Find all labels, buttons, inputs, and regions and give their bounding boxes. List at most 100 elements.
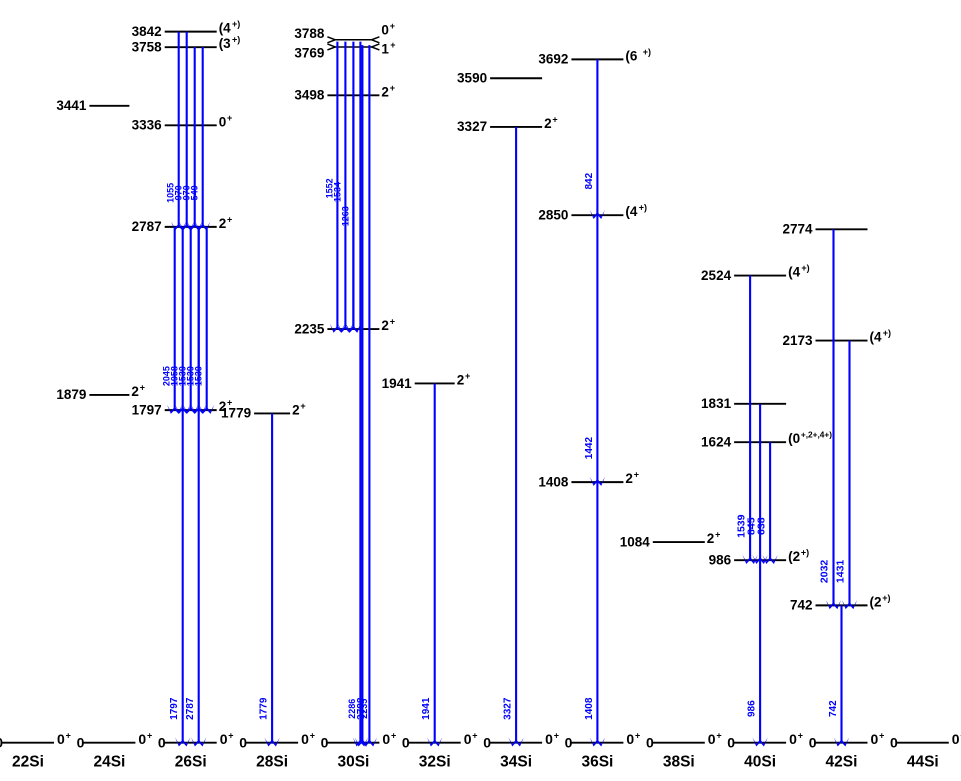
svg-text:28Si: 28Si: [256, 754, 288, 771]
svg-text:(4: (4: [625, 204, 637, 219]
svg-text:0: 0: [708, 731, 716, 747]
svg-text:+: +: [391, 730, 396, 740]
svg-text:2: 2: [457, 373, 465, 388]
svg-text:0: 0: [219, 114, 227, 129]
svg-text:0: 0: [565, 735, 573, 751]
svg-text:42Si: 42Si: [826, 754, 858, 771]
svg-text:1831: 1831: [701, 396, 732, 411]
svg-text:842: 842: [584, 172, 595, 189]
svg-text:2173: 2173: [782, 333, 813, 348]
svg-text:3327: 3327: [457, 119, 487, 134]
svg-text:+: +: [140, 382, 145, 392]
svg-text:2235: 2235: [294, 321, 325, 336]
svg-text:0: 0: [952, 731, 960, 747]
svg-text:+,2+,4+): +,2+,4+): [801, 430, 832, 440]
svg-text:986: 986: [709, 553, 732, 568]
svg-text:+: +: [66, 730, 71, 740]
svg-text:+: +: [147, 730, 152, 740]
svg-text:3336: 3336: [132, 118, 163, 133]
svg-text:+: +: [227, 113, 232, 123]
svg-text:2: 2: [131, 384, 139, 399]
svg-text:+): +): [643, 47, 651, 57]
svg-text:44Si: 44Si: [907, 754, 939, 771]
svg-text:+: +: [390, 40, 395, 50]
svg-text:0: 0: [239, 735, 247, 751]
svg-text:1797: 1797: [132, 402, 162, 417]
svg-text:+: +: [635, 730, 640, 740]
svg-text:3441: 3441: [56, 98, 87, 113]
svg-text:1084: 1084: [620, 534, 651, 549]
svg-text:0: 0: [626, 731, 634, 747]
svg-text:+: +: [390, 317, 395, 327]
svg-text:3692: 3692: [538, 52, 568, 67]
svg-text:3590: 3590: [457, 71, 487, 86]
svg-text:1534: 1534: [332, 182, 342, 202]
svg-text:3842: 3842: [132, 24, 162, 39]
svg-text:(4: (4: [219, 21, 231, 36]
svg-text:2: 2: [381, 84, 389, 99]
svg-text:1442: 1442: [584, 437, 595, 460]
svg-text:+: +: [472, 730, 477, 740]
svg-text:+: +: [716, 730, 721, 740]
svg-text:32Si: 32Si: [419, 754, 451, 771]
svg-text:0: 0: [77, 735, 85, 751]
svg-text:1779: 1779: [259, 697, 270, 720]
svg-text:(0: (0: [788, 431, 800, 446]
svg-text:+: +: [310, 730, 315, 740]
svg-text:0: 0: [646, 735, 654, 751]
svg-text:1408: 1408: [538, 474, 569, 489]
svg-text:+: +: [554, 730, 559, 740]
svg-text:1539: 1539: [194, 366, 204, 386]
svg-text:0: 0: [464, 731, 472, 747]
svg-text:0: 0: [402, 735, 410, 751]
svg-text:3327: 3327: [503, 697, 514, 720]
svg-text:1941: 1941: [382, 376, 413, 391]
svg-text:26Si: 26Si: [175, 754, 207, 771]
svg-text:2787: 2787: [132, 219, 162, 234]
svg-text:0: 0: [809, 735, 817, 751]
svg-text:1624: 1624: [701, 434, 732, 449]
svg-text:+): +): [801, 263, 809, 273]
svg-text:0: 0: [382, 731, 390, 747]
svg-text:+): +): [639, 203, 647, 213]
svg-text:(3: (3: [219, 36, 231, 51]
svg-text:(2: (2: [870, 594, 882, 609]
svg-text:2524: 2524: [701, 268, 732, 283]
svg-text:2: 2: [544, 116, 552, 131]
svg-text:1408: 1408: [584, 697, 595, 720]
svg-text:+: +: [228, 730, 233, 740]
svg-text:0: 0: [483, 735, 491, 751]
svg-text:+: +: [390, 21, 395, 31]
svg-text:+): +): [883, 328, 891, 338]
svg-text:1941: 1941: [421, 697, 432, 720]
svg-text:986: 986: [747, 700, 758, 717]
svg-text:+): +): [882, 593, 890, 603]
svg-text:+: +: [634, 470, 639, 480]
svg-text:638: 638: [755, 517, 767, 535]
svg-text:22Si: 22Si: [12, 754, 44, 771]
svg-text:36Si: 36Si: [581, 754, 613, 771]
svg-text:2: 2: [292, 402, 300, 417]
svg-text:38Si: 38Si: [663, 754, 695, 771]
svg-text:0: 0: [381, 22, 389, 37]
svg-text:40Si: 40Si: [744, 754, 776, 771]
svg-text:2: 2: [707, 531, 715, 546]
svg-text:2774: 2774: [782, 222, 813, 237]
svg-text:3788: 3788: [356, 697, 367, 720]
svg-text:0: 0: [158, 735, 166, 751]
svg-text:0: 0: [789, 731, 797, 747]
svg-text:742: 742: [828, 700, 839, 717]
svg-text:(2: (2: [788, 549, 800, 564]
svg-text:+: +: [465, 371, 470, 381]
svg-text:+: +: [552, 114, 557, 124]
svg-text:2: 2: [625, 471, 633, 486]
svg-text:(4: (4: [788, 265, 800, 280]
svg-text:1: 1: [381, 42, 389, 57]
svg-text:0: 0: [57, 731, 65, 747]
svg-text:+: +: [390, 83, 395, 93]
svg-text:34Si: 34Si: [500, 754, 532, 771]
svg-text:3769: 3769: [294, 45, 324, 60]
svg-text:+: +: [715, 530, 720, 540]
svg-text:1431: 1431: [835, 560, 847, 584]
svg-text:0: 0: [0, 735, 3, 751]
